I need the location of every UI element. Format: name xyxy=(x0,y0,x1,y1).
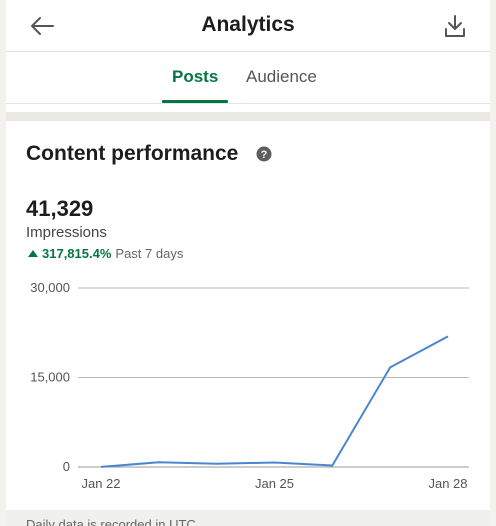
data-point[interactable] xyxy=(445,333,451,339)
x-tick-label: Jan 25 xyxy=(255,476,294,491)
trend-period: Past 7 days xyxy=(115,246,184,261)
footer-note-bar: Daily data is recorded in UTC xyxy=(6,510,490,526)
download-icon xyxy=(445,15,465,37)
header: Analytics xyxy=(6,0,490,52)
impressions-label: Impressions xyxy=(26,224,107,241)
tab-posts[interactable]: Posts xyxy=(172,67,219,86)
arrow-left-icon xyxy=(31,17,54,35)
analytics-screen: Analytics Posts Audience Content perform… xyxy=(6,0,490,526)
data-point[interactable] xyxy=(156,459,162,465)
section-divider xyxy=(6,112,490,121)
trend-row: 317,815.4% Past 7 days xyxy=(28,246,183,261)
data-point[interactable] xyxy=(387,364,393,370)
data-point[interactable] xyxy=(272,460,278,466)
footer-note: Daily data is recorded in UTC xyxy=(26,517,196,526)
download-button[interactable] xyxy=(440,11,470,41)
x-tick-label: Jan 28 xyxy=(428,476,467,491)
tab-bar: Posts Audience xyxy=(6,52,490,104)
y-tick-label: 15,000 xyxy=(30,370,70,385)
y-tick-label: 0 xyxy=(63,459,70,474)
trend-percent: 317,815.4% xyxy=(42,246,112,261)
svg-text:?: ? xyxy=(261,149,268,161)
section-title: Content performance xyxy=(26,142,239,165)
y-tick-label: 30,000 xyxy=(30,280,70,295)
x-tick-label: Jan 22 xyxy=(81,476,120,491)
tab-audience[interactable]: Audience xyxy=(246,67,317,86)
data-point[interactable] xyxy=(98,464,104,470)
help-circle-icon[interactable]: ? xyxy=(256,146,272,162)
back-button[interactable] xyxy=(26,12,58,40)
active-tab-indicator xyxy=(162,100,228,103)
series-line-impressions xyxy=(100,335,449,468)
data-point[interactable] xyxy=(329,463,335,469)
impressions-chart: 0 15,000 30,000 Jan 22 Jan 25 Jan 28 xyxy=(30,280,469,491)
impressions-value: 41,329 xyxy=(26,196,94,221)
trend-up-icon xyxy=(28,250,38,257)
page-title: Analytics xyxy=(201,13,295,36)
data-point[interactable] xyxy=(214,461,220,467)
